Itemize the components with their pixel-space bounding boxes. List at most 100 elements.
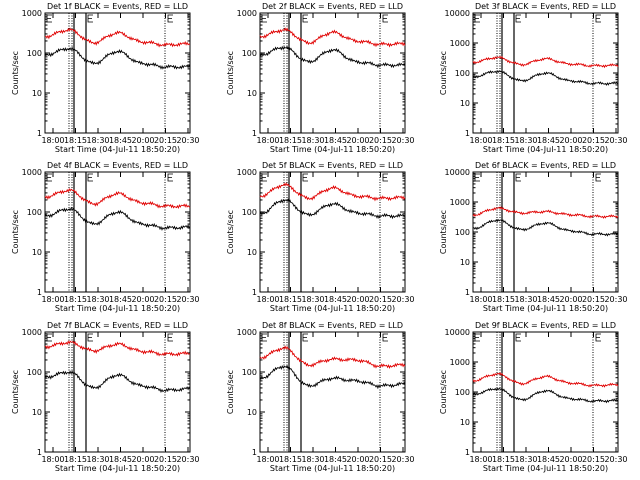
y-axis-label: Counts/sec — [226, 51, 235, 95]
x-tick-label: 18:30 — [301, 295, 324, 304]
y-tick-label: 1 — [37, 288, 42, 297]
y-tick-label: 10 — [32, 89, 42, 98]
y-tick-label: 1000 — [237, 328, 257, 337]
y-tick-label: 1 — [252, 448, 257, 457]
y-tick-label: 10 — [247, 89, 257, 98]
x-tick-label: 18:45 — [324, 295, 347, 304]
y-tick-label: 10 — [460, 99, 470, 108]
y-tick-label: 100 — [455, 69, 470, 78]
x-tick-label: 18:00 — [469, 455, 492, 464]
x-axis-label: Start Time (04-Jul-11 18:50:20) — [55, 304, 180, 313]
segment-bracket — [595, 173, 601, 182]
detector-panel-9: Det 9f BLACK = Events, RED = LLD 1 10 100 10… — [439, 321, 628, 473]
panel-title: Det 6f BLACK = Events, RED = LLD — [475, 161, 616, 170]
y-axis-label: Counts/sec — [11, 370, 20, 414]
x-tick-label: 20:15 — [154, 136, 177, 145]
segment-bracket — [515, 14, 521, 23]
segment-bracket — [474, 14, 480, 23]
plot-frame — [44, 331, 191, 453]
x-tick-label: 20:00 — [346, 455, 369, 464]
segment-bracket — [261, 14, 267, 23]
x-tick-label: 18:15 — [64, 136, 87, 145]
x-tick-label: 20:00 — [559, 455, 582, 464]
x-tick-label: 18:15 — [64, 295, 87, 304]
plot-frame — [472, 171, 619, 293]
x-tick-label: 20:00 — [346, 295, 369, 304]
panel-title: Det 1f BLACK = Events, RED = LLD — [47, 2, 188, 11]
y-tick-label: 1000 — [237, 168, 257, 177]
y-tick-label: 1000 — [22, 9, 42, 18]
events-series-line — [44, 370, 191, 393]
panel-title: Det 5f BLACK = Events, RED = LLD — [262, 161, 403, 170]
y-tick-label: 1 — [252, 288, 257, 297]
x-tick-label: 18:45 — [109, 136, 132, 145]
y-tick-label: 10000 — [445, 9, 470, 18]
y-tick-label: 1000 — [22, 168, 42, 177]
panel-title: Det 7f BLACK = Events, RED = LLD — [47, 321, 188, 330]
x-tick-label: 20:00 — [131, 295, 154, 304]
segment-bracket — [87, 14, 93, 23]
detector-panel-3: Det 3f BLACK = Events, RED = LLD 1 10 100 10… — [439, 2, 628, 154]
plot-frame — [259, 171, 406, 293]
x-axis-label: Start Time (04-Jul-11 18:50:20) — [483, 464, 608, 473]
x-tick-label: 18:45 — [537, 136, 560, 145]
events-series-line — [44, 206, 191, 231]
plot-frame — [44, 12, 191, 134]
x-tick-label: 18:30 — [301, 136, 324, 145]
detector-panel-5: Det 5f BLACK = Events, RED = LLD 1 10 100 10… — [226, 161, 415, 313]
x-tick-label: 18:15 — [64, 455, 87, 464]
x-tick-label: 20:00 — [559, 295, 582, 304]
lld-series-line — [472, 372, 619, 388]
y-tick-label: 1000 — [450, 358, 470, 367]
x-tick-label: 18:45 — [109, 295, 132, 304]
panel-title: Det 2f BLACK = Events, RED = LLD — [262, 2, 403, 11]
x-tick-label: 20:30 — [391, 136, 414, 145]
segment-bracket — [474, 173, 480, 182]
segment-bracket — [46, 14, 52, 23]
x-tick-label: 18:30 — [301, 455, 324, 464]
x-tick-label: 20:15 — [369, 136, 392, 145]
y-tick-label: 100 — [27, 49, 42, 58]
detector-panel-2: Det 2f BLACK = Events, RED = LLD 1 10 100 10… — [226, 2, 415, 154]
y-axis-label: Counts/sec — [11, 51, 20, 95]
y-tick-label: 100 — [242, 49, 257, 58]
plot-frame — [259, 12, 406, 134]
segment-bracket — [302, 173, 308, 182]
panel-title: Det 9f BLACK = Events, RED = LLD — [475, 321, 616, 330]
lld-series-line — [44, 27, 191, 48]
x-axis-label: Start Time (04-Jul-11 18:50:20) — [270, 464, 395, 473]
segment-bracket — [87, 333, 93, 342]
x-tick-label: 18:30 — [514, 295, 537, 304]
x-tick-label: 18:30 — [514, 136, 537, 145]
x-tick-label: 20:30 — [604, 295, 627, 304]
x-tick-label: 18:00 — [41, 295, 64, 304]
plot-frame — [259, 331, 406, 453]
segment-bracket — [46, 173, 52, 182]
y-tick-label: 10 — [460, 418, 470, 427]
y-tick-label: 10000 — [445, 168, 470, 177]
x-tick-label: 18:15 — [492, 455, 515, 464]
y-axis-label: Counts/sec — [439, 370, 448, 414]
x-tick-label: 20:00 — [559, 136, 582, 145]
y-tick-label: 100 — [242, 368, 257, 377]
y-axis-label: Counts/sec — [226, 370, 235, 414]
y-tick-label: 10 — [247, 408, 257, 417]
x-tick-label: 18:00 — [41, 455, 64, 464]
panel-title: Det 8f BLACK = Events, RED = LLD — [262, 321, 403, 330]
y-tick-label: 10 — [247, 248, 257, 257]
x-axis-label: Start Time (04-Jul-11 18:50:20) — [55, 145, 180, 154]
y-tick-label: 1000 — [450, 198, 470, 207]
y-tick-label: 1000 — [450, 39, 470, 48]
y-tick-label: 1 — [465, 448, 470, 457]
x-tick-label: 18:15 — [492, 295, 515, 304]
x-tick-label: 18:45 — [537, 455, 560, 464]
segment-bracket — [167, 333, 173, 342]
y-tick-label: 100 — [27, 368, 42, 377]
segment-bracket — [167, 173, 173, 182]
x-tick-label: 18:00 — [41, 136, 64, 145]
x-tick-label: 18:45 — [324, 136, 347, 145]
plot-frame — [44, 171, 191, 293]
detector-panel-7: Det 7f BLACK = Events, RED = LLD 1 10 100 10… — [11, 321, 200, 473]
y-tick-label: 10 — [460, 258, 470, 267]
lld-series-line — [259, 182, 406, 202]
